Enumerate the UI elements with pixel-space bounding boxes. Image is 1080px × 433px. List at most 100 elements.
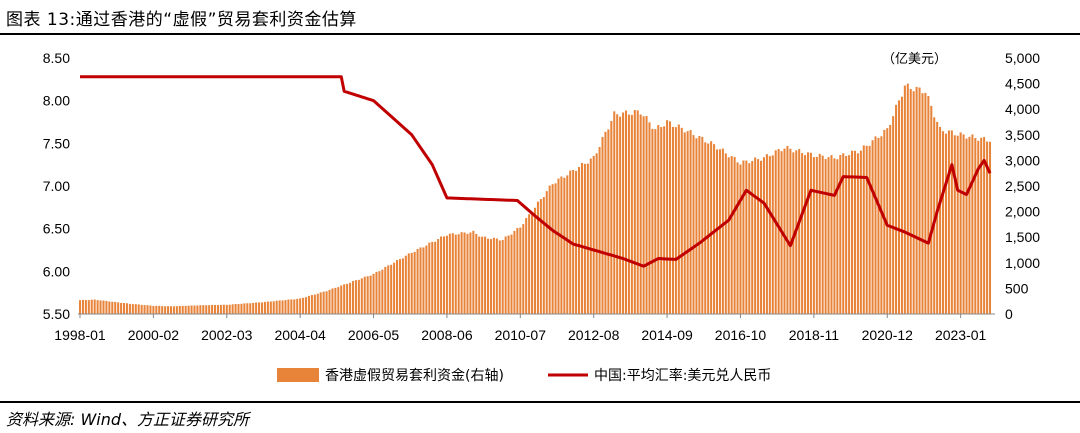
title-divider <box>0 33 1080 35</box>
bar <box>645 116 648 314</box>
bar <box>516 227 519 314</box>
bar <box>272 301 275 314</box>
legend: 香港虚假贸易套利资金(右轴) 中国:平均汇率:美元兑人民币 <box>277 367 771 384</box>
bar <box>331 288 334 314</box>
bar <box>105 300 108 314</box>
bar <box>504 236 507 314</box>
x-tick-label: 2010-07 <box>495 327 547 343</box>
bar <box>155 305 158 314</box>
bar <box>401 258 404 314</box>
bar <box>874 136 877 314</box>
bar <box>536 201 539 314</box>
bar <box>284 300 287 314</box>
bar <box>481 236 484 314</box>
bar <box>572 170 575 314</box>
bar <box>501 240 504 314</box>
bar <box>892 116 895 314</box>
bar <box>172 306 175 314</box>
line-series <box>80 75 992 268</box>
bar <box>962 134 965 314</box>
bar <box>566 175 569 314</box>
bar <box>554 183 557 314</box>
bar <box>592 155 595 314</box>
bar <box>660 127 663 314</box>
bar <box>768 156 771 314</box>
bar <box>120 302 123 314</box>
bar <box>349 282 352 314</box>
bar <box>231 304 234 314</box>
left-tick-label: 5.50 <box>43 306 70 322</box>
bar <box>407 253 410 314</box>
bar <box>610 121 613 314</box>
bar <box>560 176 563 314</box>
bar <box>111 301 114 314</box>
x-axis-ticks: 1998-01 2000-02 2002-03 2004-04 2006-05 2008-… <box>54 314 987 343</box>
bar <box>918 87 921 314</box>
bar <box>933 117 936 314</box>
bar <box>296 298 299 314</box>
bar <box>936 121 939 314</box>
bar <box>131 304 134 314</box>
bar <box>205 305 208 314</box>
bar <box>971 134 974 314</box>
bar <box>360 278 363 314</box>
bar <box>143 305 146 314</box>
bar <box>487 238 490 314</box>
bar <box>895 104 898 315</box>
bar <box>152 305 155 314</box>
bar <box>586 163 589 314</box>
bar <box>986 141 989 314</box>
bar <box>460 232 463 314</box>
bar <box>343 284 346 314</box>
bar <box>484 236 487 314</box>
bar <box>812 157 815 314</box>
bar <box>965 138 968 314</box>
bar <box>648 122 651 314</box>
bar <box>724 153 727 314</box>
bar <box>698 135 701 314</box>
bar <box>90 299 93 314</box>
bar <box>792 152 795 314</box>
bar <box>809 152 812 314</box>
left-axis-ticks: 5.50 6.00 6.50 7.00 7.50 8.00 8.50 <box>43 50 70 322</box>
bar <box>942 131 945 314</box>
bar <box>760 160 763 314</box>
bar <box>246 303 249 314</box>
bar <box>287 299 290 314</box>
bar <box>900 96 903 314</box>
bar <box>575 170 578 314</box>
bar <box>733 156 736 314</box>
bar <box>351 281 355 314</box>
bar <box>754 157 757 314</box>
bar <box>175 306 178 314</box>
bar <box>950 130 953 314</box>
bar <box>472 230 475 314</box>
bar <box>839 155 842 314</box>
bar <box>489 239 492 314</box>
bar <box>633 110 636 314</box>
bar <box>263 301 266 314</box>
bar <box>123 303 126 314</box>
left-tick-label: 7.00 <box>43 178 70 194</box>
bar <box>686 131 689 314</box>
figure-title: 图表 13:通过香港的“虚假”贸易套利资金估算 <box>6 10 357 30</box>
bar <box>856 153 859 314</box>
bar <box>240 303 243 314</box>
bar <box>114 301 117 314</box>
bar <box>140 304 143 314</box>
bar <box>548 185 551 314</box>
bar <box>108 301 111 314</box>
bar <box>924 92 927 314</box>
x-tick-label: 2002-03 <box>201 327 253 343</box>
bar <box>134 304 137 314</box>
bar <box>939 126 942 314</box>
x-tick-label: 2012-08 <box>568 327 620 343</box>
bar <box>959 132 962 314</box>
bar <box>334 287 337 314</box>
bar <box>944 133 947 314</box>
bar <box>862 145 865 314</box>
bar <box>619 116 622 314</box>
right-tick-label: 0 <box>1005 306 1013 322</box>
bar <box>824 159 827 314</box>
bar <box>636 110 639 315</box>
